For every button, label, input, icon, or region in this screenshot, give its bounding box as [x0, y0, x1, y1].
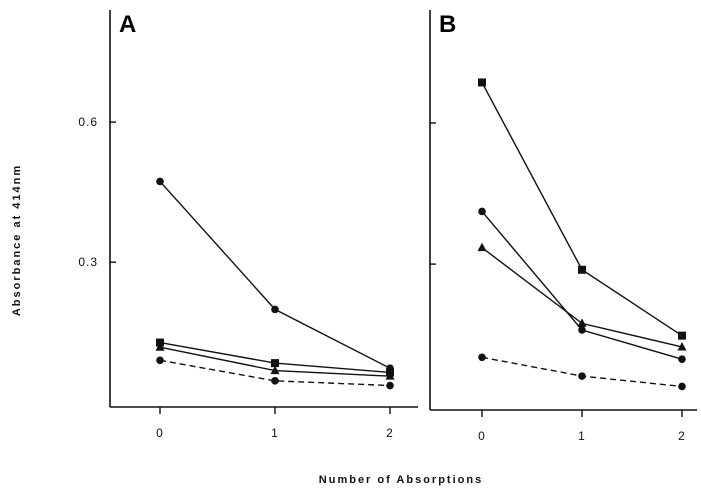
data-point-triangle	[577, 318, 587, 327]
data-point-triangle	[155, 342, 165, 351]
series-line	[481, 210, 683, 360]
data-point-circle	[156, 177, 164, 186]
x-tick-label: 2	[386, 426, 394, 440]
series-line	[159, 359, 391, 387]
data-point-square	[578, 265, 586, 274]
x-tick-label: 0	[478, 429, 486, 443]
series-4	[156, 356, 394, 390]
data-point-circle	[478, 353, 486, 362]
data-point-circle	[271, 377, 279, 385]
panel-label: A	[119, 11, 136, 38]
y-tick-label: 0.6	[78, 115, 98, 129]
panel-label: B	[439, 11, 456, 38]
series-3	[155, 342, 395, 380]
data-point-square	[678, 331, 686, 340]
series-3	[477, 242, 687, 351]
data-point-circle	[678, 382, 686, 391]
data-point-triangle	[270, 365, 280, 375]
data-point-triangle	[677, 341, 687, 351]
x-tick-label: 2	[678, 429, 686, 443]
data-point-triangle	[385, 371, 395, 380]
x-tick-label: 1	[271, 426, 279, 440]
y-axis-title: Absorbance at 414nm	[11, 164, 23, 316]
data-point-circle	[578, 372, 586, 380]
y-tick-label: 0.3	[78, 255, 98, 269]
series-2	[478, 207, 686, 363]
data-point-circle	[478, 207, 486, 216]
series-1	[156, 177, 394, 373]
series-4	[478, 353, 686, 391]
data-point-circle	[678, 355, 686, 363]
series-line	[481, 82, 683, 337]
data-point-square	[478, 78, 486, 87]
x-axis-title: Number of Absorptions	[319, 474, 483, 486]
series-line	[159, 180, 391, 369]
x-tick-label: 0	[156, 426, 164, 440]
series-line	[481, 356, 683, 388]
series-1	[478, 78, 686, 340]
data-point-circle	[156, 356, 164, 365]
data-point-circle	[271, 305, 279, 314]
panel-b: 0 1 2 B	[429, 10, 697, 443]
panel-a: 0.3 0.6 0 1 2 A	[78, 10, 418, 440]
data-point-circle	[578, 326, 586, 334]
data-point-triangle	[477, 242, 487, 252]
data-point-square	[271, 359, 279, 368]
x-tick-label: 1	[578, 429, 586, 443]
data-point-circle	[386, 381, 394, 390]
